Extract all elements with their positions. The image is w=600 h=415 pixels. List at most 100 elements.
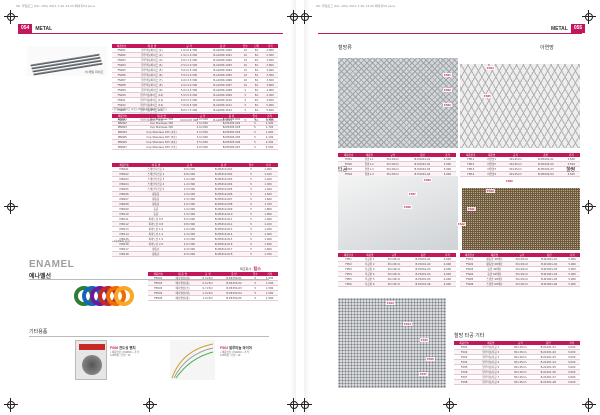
table-cell: B-MS310-015 bbox=[203, 236, 244, 242]
table-cell: 철망1-1 bbox=[359, 157, 380, 162]
table-cell: B-X1001-05 bbox=[533, 364, 564, 370]
table-cell: FW04 bbox=[460, 271, 480, 277]
table-cell: 30×45cm bbox=[509, 257, 535, 262]
table-cell: 피아노선 0.5 bbox=[136, 216, 176, 222]
column-header: 규격 bbox=[509, 253, 535, 257]
table-cell: 10 bbox=[239, 82, 251, 88]
table-cell: 10 bbox=[239, 48, 251, 53]
column-header: 가격 bbox=[258, 163, 278, 167]
table-cell: B-MS310-002 bbox=[203, 171, 244, 177]
column-header: 규 격 bbox=[196, 272, 219, 276]
table-cell: 스테인리스봉 3 bbox=[136, 176, 176, 182]
table-cell: 3,000 bbox=[438, 161, 456, 167]
mesh-tag: FS15 bbox=[420, 338, 429, 342]
table-cell: 알루미늄타공 5 bbox=[474, 364, 508, 370]
table-cell: 5 bbox=[243, 196, 259, 202]
table-row: FX08 알루미늄타공 8 30×45cm B-X1001-08 3,000 bbox=[454, 379, 580, 385]
table-cell: 1,300 bbox=[258, 231, 278, 237]
table-cell: 5.5×5.0 300 bbox=[172, 92, 206, 98]
table-cell: 3,000 bbox=[563, 359, 580, 365]
table-cell: 5 bbox=[243, 171, 259, 177]
table-cell: 4,000 bbox=[262, 87, 278, 93]
mesh-tag: FS10 bbox=[486, 189, 495, 193]
column-header: 단위 bbox=[251, 44, 263, 48]
table-cell: 동망 40메쉬 bbox=[479, 266, 510, 272]
table-row: FW02 황동망 60메쉬 30×45cm B-W1001-02 5,000 bbox=[460, 261, 580, 267]
table-cell: 30×45cm bbox=[507, 349, 534, 355]
mesh-tag: FS14 bbox=[403, 322, 412, 326]
table-cell: B-MS310-012 bbox=[203, 221, 244, 227]
table-cell: B-M1001-03 bbox=[406, 166, 439, 172]
mesh-tag: FS13 bbox=[386, 301, 395, 305]
table-row: FX07 알루미늄타공 7 30×45cm B-X1001-07 3,000 bbox=[454, 374, 580, 380]
table-cell: 1.0×0.6 300 bbox=[172, 48, 206, 53]
table-cell: FE003 bbox=[148, 285, 169, 291]
table-cell: FM12 bbox=[460, 161, 482, 167]
table-cell: 4,000 bbox=[438, 271, 456, 277]
table-cell: 3,500 bbox=[562, 161, 580, 167]
table-cell: FX01 bbox=[454, 345, 475, 350]
table-cell: 1,000 bbox=[258, 216, 278, 222]
wire-mesh-table: 제품번호 제품명 규격 품번 가격 FM01 철망1-1 30×45cm B-M1001-01… bbox=[338, 153, 456, 177]
table-cell: 5,000 bbox=[564, 266, 580, 272]
table-cell: 3,500 bbox=[562, 171, 580, 177]
enamel-brand-prefix: 제조회사 : bbox=[240, 267, 253, 271]
table-cell: 2,100 bbox=[261, 134, 278, 141]
table-cell: MN104 bbox=[112, 181, 137, 187]
table-cell: MN117 bbox=[112, 246, 137, 252]
table-cell: 3,000 bbox=[438, 166, 456, 172]
table-row: FW01 황동망 40메쉬 30×45cm B-W1001-01 5,000 bbox=[460, 257, 580, 262]
table-cell: 5 bbox=[249, 285, 262, 291]
table-cell: 알루미늄파이프 (4) bbox=[131, 62, 173, 68]
table-cell: EA bbox=[251, 62, 263, 68]
table-cell: B-MS310-010 bbox=[203, 211, 244, 217]
table-cell: 5 bbox=[243, 206, 259, 212]
table-header-row: 제품번호 제품명 규격 품번 가격 bbox=[454, 341, 580, 345]
table-cell: 4,000 bbox=[438, 257, 456, 262]
table-cell: MN111 bbox=[112, 216, 137, 222]
table-cell: 동망 60메쉬 bbox=[479, 271, 510, 277]
table-cell: 7.0×6.5 300 bbox=[172, 102, 206, 108]
table-cell: 5 bbox=[243, 231, 259, 237]
table-cell: 5 bbox=[248, 144, 262, 151]
table-cell: B-MS310-011 bbox=[203, 216, 244, 222]
left-page-number: 054 bbox=[18, 24, 33, 33]
table-cell: FS093 bbox=[112, 107, 132, 113]
table-cell: B-MS305-003 bbox=[214, 125, 249, 131]
table-cell: 1.2×5m bbox=[196, 295, 219, 301]
column-header: 규 격 bbox=[175, 163, 204, 167]
column-header: 품번 bbox=[529, 153, 563, 157]
table-cell: B-MS305-004 bbox=[214, 129, 249, 136]
table-cell: Cup Stainless 305 (6호) bbox=[132, 139, 191, 146]
mesh-tag: FS16 bbox=[426, 357, 435, 361]
table-cell: B-MS305-001 bbox=[214, 118, 249, 123]
column-header: 제품명 bbox=[359, 153, 380, 157]
left-page-label: METAL bbox=[35, 25, 53, 32]
table-cell: 5 bbox=[243, 251, 259, 257]
table-cell: 1.0×300 bbox=[175, 206, 204, 212]
column-header: 제품번호 bbox=[460, 253, 480, 257]
column-header: 제 품 명 bbox=[136, 163, 176, 167]
column-header: 품번 bbox=[407, 253, 439, 257]
zinc-mesh-table: 제품번호 제품명 규격 품번 가격 FM11 아연망1 30×45cm B-M1002-01 3… bbox=[460, 153, 580, 177]
table-cell: B-X1001-04 bbox=[533, 359, 564, 365]
table-cell: 4,000 bbox=[438, 261, 456, 267]
table-cell: 5 bbox=[249, 280, 262, 286]
table-cell: 5 bbox=[243, 221, 259, 227]
table-cell: FS088 bbox=[112, 82, 132, 88]
table-cell: FW05 bbox=[460, 276, 480, 282]
table-cell: 황동선 bbox=[136, 246, 176, 252]
table-cell: B-MS310-005 bbox=[203, 186, 244, 192]
column-header: 제품명 bbox=[481, 153, 502, 157]
wire-drawing-icon bbox=[171, 343, 214, 379]
table-cell: FX08 bbox=[454, 379, 475, 385]
table-cell: B-P1001-01 bbox=[407, 257, 439, 262]
table-cell: B-M1002-03 bbox=[529, 166, 563, 172]
table-cell: 1.5×300 bbox=[175, 196, 204, 202]
table-cell: FS091 bbox=[112, 97, 132, 103]
table-header-row: 제품번호 제품명 규격 품번 가격 bbox=[338, 153, 456, 157]
table-cell: B-W1001-01 bbox=[534, 257, 565, 262]
table-cell: B-P1001-05 bbox=[407, 276, 439, 282]
table-cell: B-A1080-1093 bbox=[205, 62, 240, 68]
